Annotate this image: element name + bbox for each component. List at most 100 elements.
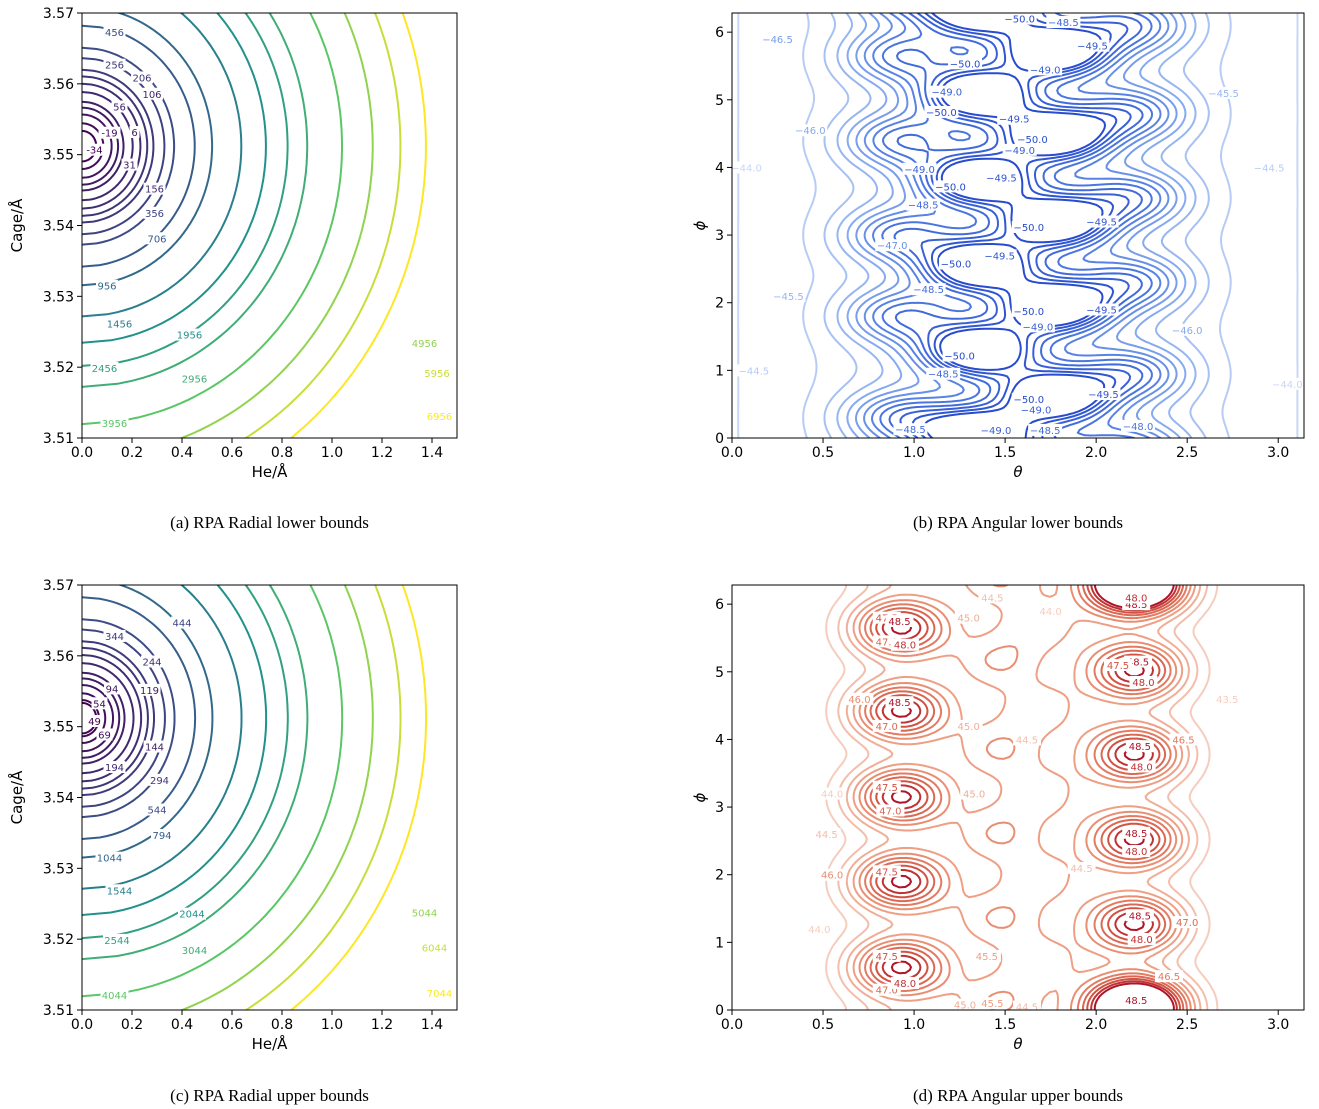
contour-label-bg: [131, 71, 153, 84]
contour-line: [82, 75, 149, 217]
contour-label: 44.5: [981, 593, 1003, 604]
x-tick-label: 0.0: [71, 445, 93, 461]
contour-label-bg: [1127, 760, 1156, 773]
contour-label: 31: [123, 161, 136, 172]
contour-label: 48.5: [1125, 996, 1147, 1007]
contour-line: [82, 13, 267, 344]
contour-label-bg: [1028, 423, 1063, 436]
contour-label-bg: [872, 865, 901, 878]
contour-line: [879, 13, 1154, 438]
contour-label-bg: [1002, 143, 1037, 156]
x-tick-label: 0.8: [271, 445, 293, 461]
contour-label-bg: [1011, 304, 1046, 317]
x-tick-label: 3.0: [1267, 445, 1289, 461]
contour-label: −50.0: [1004, 15, 1035, 26]
contour-label: 156: [145, 185, 164, 196]
contour-label-bg: [103, 761, 126, 774]
contour-line: [82, 585, 344, 998]
y-tick-label: 3.55: [43, 148, 74, 164]
contour-label: 44.0: [808, 925, 830, 936]
contour-line: [846, 13, 1187, 438]
contour-label: 47.5: [1107, 661, 1129, 672]
contour-label: −45.5: [1208, 89, 1239, 100]
contour-label: 54: [93, 699, 106, 710]
contour-label-bg: [942, 349, 977, 362]
contour-label: 544: [147, 806, 166, 817]
contour-label: 45.0: [954, 1001, 976, 1012]
contour-label: 48.0: [1125, 593, 1147, 604]
contour-label-bg: [890, 638, 919, 651]
contour-label-bg: [924, 105, 959, 118]
contour-label: 48.0: [1131, 935, 1153, 946]
contour-label: −49.5: [1077, 42, 1108, 53]
contour-label-bg: [1028, 63, 1063, 76]
x-tick-label: 1.2: [371, 445, 393, 461]
x-tick-label: 3.0: [1267, 1017, 1289, 1033]
contour-label-bg: [95, 851, 124, 864]
contour-label-bg: [91, 697, 108, 710]
contour-line: [82, 13, 214, 287]
x-tick-label: 0.8: [271, 1017, 293, 1033]
contour-label: −49.5: [986, 174, 1017, 185]
contour-label-bg: [997, 112, 1032, 125]
contour-label: 46.0: [848, 695, 870, 706]
contour-label-bg: [818, 868, 847, 881]
panel-b-angular-lower: −50.0 −48.5−49.5−50.0−49.0−49.0−50.0−49.5…: [691, 12, 1305, 481]
x-tick-label: 1.5: [994, 445, 1016, 461]
contour-label: 206: [132, 73, 151, 84]
x-tick-label: 2.5: [1176, 445, 1198, 461]
contour-label: 48.0: [894, 979, 916, 990]
contour-label-bg: [96, 279, 118, 292]
contour-label: −49.0: [1004, 146, 1035, 157]
contour-label: 3044: [182, 946, 207, 957]
y-axis-ticks: 0 1 2 3 4 5 6: [715, 25, 732, 447]
y-tick-label: 3.57: [43, 578, 74, 594]
contour-label-bg: [933, 180, 968, 193]
contour-label: 244: [142, 658, 161, 669]
contour-label: 456: [105, 28, 124, 39]
contour-label-bg: [911, 283, 946, 296]
y-tick-label: 6: [715, 25, 724, 41]
contour-line: [82, 57, 166, 236]
contour-line: [737, 13, 1299, 438]
x-tick-label: 0.5: [812, 445, 834, 461]
contour-label: 47.0: [1176, 918, 1198, 929]
contour-label: 794: [152, 831, 171, 842]
contour-label-bg: [146, 803, 168, 816]
x-tick-label: 0.6: [221, 445, 243, 461]
contour-label-bg: [951, 998, 980, 1010]
contour-label: −49.0: [904, 165, 935, 176]
caption-c: (c) RPA Radial upper bounds: [170, 1086, 369, 1105]
contour-label: 47.5: [876, 952, 898, 963]
contour-label: 294: [150, 776, 169, 787]
contour-label-bg: [103, 26, 126, 39]
contour-label: −47.0: [877, 241, 908, 252]
contour-label-bg: [812, 828, 841, 841]
contour-label: −46.5: [762, 35, 793, 46]
contour-label-bg: [141, 87, 163, 100]
contour-label: 48.0: [1125, 847, 1147, 858]
contour-label-bg: [121, 158, 138, 171]
contour-label: 47.0: [876, 986, 898, 997]
contour-label: 1044: [97, 854, 122, 865]
contour-label: 356: [145, 209, 164, 220]
contour-line: [82, 654, 143, 783]
contour-label-bg: [1046, 16, 1081, 29]
contour-label-bg: [1086, 388, 1121, 401]
contour-line: [825, 585, 1219, 1010]
contour-label-bg: [1020, 320, 1055, 333]
contour-label-bg: [818, 787, 847, 800]
x-axis-ticks: 0.0 0.2 0.4 0.6 0.8 1.0 1.2 1.4: [71, 438, 443, 461]
contour-label: 956: [97, 282, 116, 293]
contour-label-bg: [1084, 215, 1119, 228]
y-axis-label: Cage/Å: [7, 770, 26, 824]
contour-label-bg: [845, 692, 874, 705]
y-axis-label: ϕ: [691, 220, 709, 230]
contour-label-bg: [103, 630, 126, 642]
contour-label-bg: [410, 337, 439, 350]
contour-label-bg: [105, 884, 134, 897]
contour-line: [802, 13, 1232, 438]
contour-label: −48.5: [1048, 18, 1079, 29]
contour-label-bg: [1122, 845, 1151, 858]
contour-label-bg: [1206, 87, 1241, 100]
